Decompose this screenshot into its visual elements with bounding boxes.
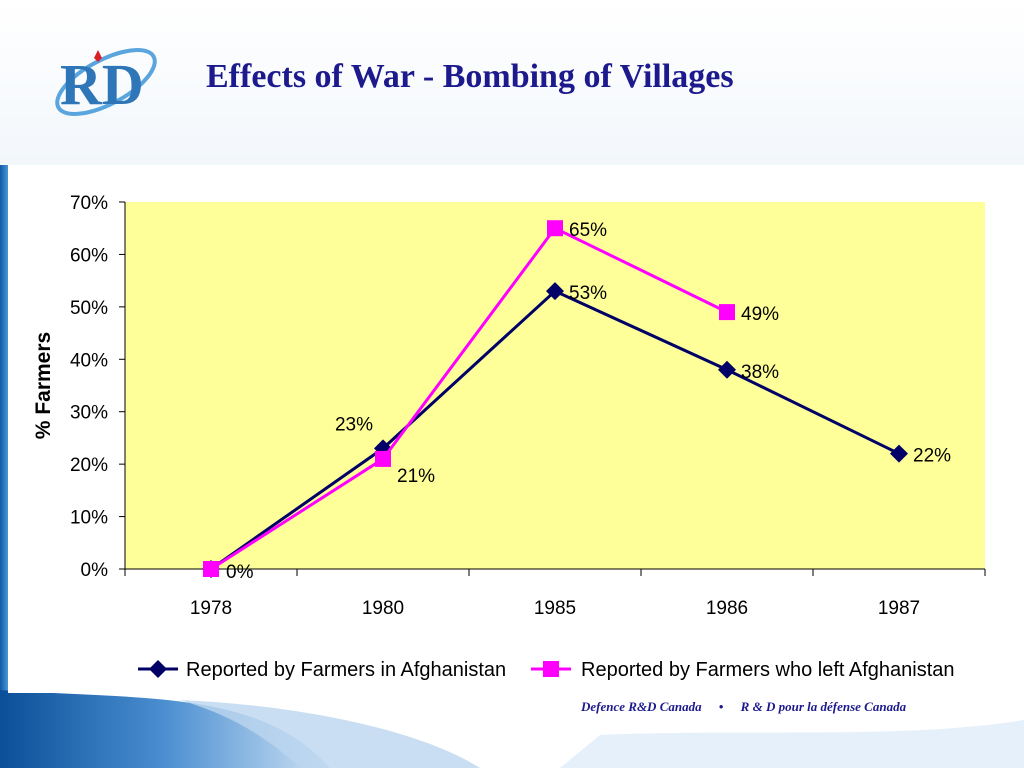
y-tick-label: 50% [70,298,108,319]
y-tick-label: 60% [70,245,108,266]
footer: Defence R&D Canada • R & D pour la défen… [581,699,906,715]
y-tick-label: 70% [70,193,108,214]
plot-area [125,202,985,569]
x-tick-label: 1978 [190,598,232,619]
legend-marker-2 [543,661,559,677]
legend-marker-1 [149,660,167,678]
x-tick-label: 1985 [534,598,576,619]
legend-label-2: Reported by Farmers who left Afghanistan [581,659,955,681]
data-label-series-1: 22% [913,446,951,467]
data-label-series-1: 0% [226,562,254,583]
data-point-series-1 [546,282,564,301]
data-point-series-2 [375,450,391,467]
series-line-2 [210,226,728,571]
y-tick-label: 30% [70,403,108,424]
data-label-series-1: 38% [741,362,779,383]
data-point-series-2 [719,304,735,321]
x-tick-label: 1987 [878,598,920,619]
data-point-series-2 [203,561,219,577]
footer-right: R & D pour la défense Canada [740,699,907,714]
slide-title: Effects of War - Bombing of Villages [206,58,734,95]
y-tick-label: 10% [70,508,108,529]
data-label-series-1: 23% [335,414,373,435]
x-tick-label: 1980 [362,598,404,619]
legend-label-1: Reported by Farmers in Afghanistan [186,659,506,681]
data-label-series-2: 21% [397,466,435,487]
data-point-series-1 [718,360,736,379]
data-label-series-2: 65% [569,220,607,241]
y-axis-title: % Farmers [32,332,55,439]
y-tick-label: 20% [70,455,108,476]
rdc-logo: RD [46,38,166,130]
data-point-series-2 [547,220,563,237]
logo-lettering: RD [60,52,144,117]
y-tick-label: 40% [70,350,108,371]
x-tick-label: 1986 [706,598,748,619]
data-point-series-1 [890,444,908,463]
footer-left: Defence R&D Canada [581,699,702,714]
y-tick-label: 0% [81,560,109,581]
data-label-series-2: 49% [741,304,779,325]
footer-separator: • [718,699,724,714]
data-label-series-1: 53% [569,283,607,304]
